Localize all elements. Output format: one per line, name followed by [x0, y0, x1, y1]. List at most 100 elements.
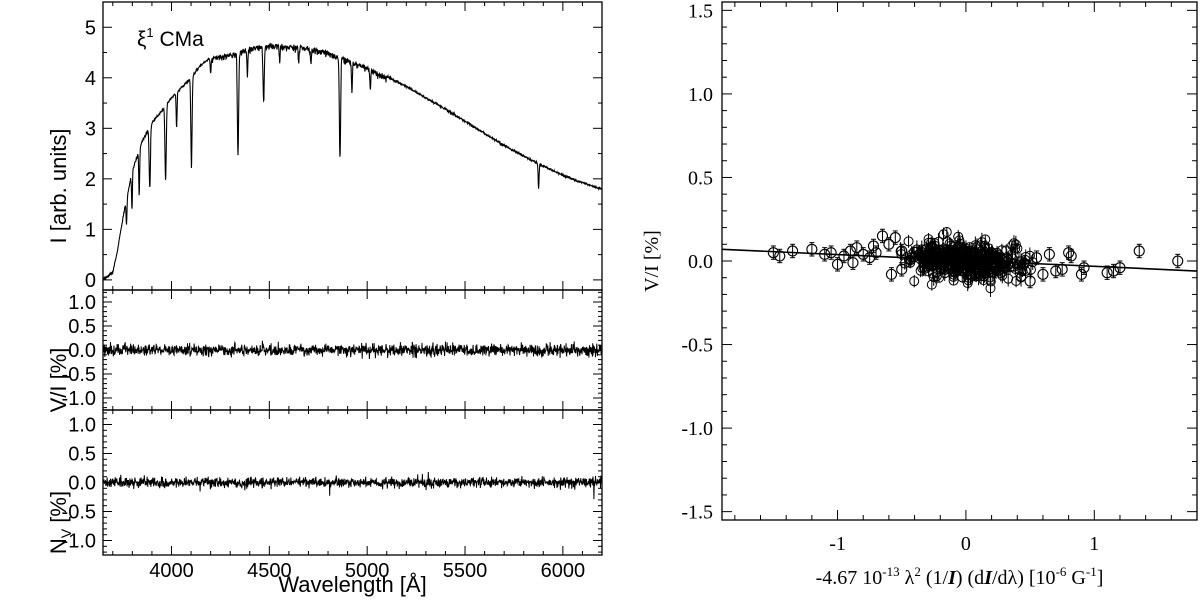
null-ytick-label: 1.0	[68, 415, 96, 437]
data-point	[806, 243, 818, 255]
regression-ytick-label: -0.5	[681, 335, 713, 357]
regression-xtick-label: 1	[1089, 533, 1099, 555]
cluster-point	[951, 262, 962, 273]
cluster-point	[962, 248, 973, 259]
stokes-i-spectrum	[102, 42, 603, 281]
null-panel: -1.0 -0.5 0.0 0.5 1.0 NV [%] 4000 4500 5000 5500 6…	[46, 409, 603, 597]
null-ytick-label: -0.5	[62, 502, 96, 524]
regression-xlabel-part: -1	[1086, 564, 1097, 579]
cluster-point	[950, 246, 961, 257]
data-point	[1063, 247, 1075, 259]
regression-xlabel-part: (1/	[921, 567, 949, 589]
data-point	[774, 250, 786, 262]
wavelength-tick-label: 4000	[149, 560, 194, 582]
data-point	[1133, 245, 1145, 257]
data-point	[825, 247, 837, 259]
data-point	[1172, 255, 1184, 267]
stokes-v-ytick-label: 1.0	[68, 292, 96, 314]
null-ytick-label: 0.0	[68, 473, 96, 495]
regression-ylabel: V/I [%]	[641, 230, 663, 292]
data-point	[1043, 248, 1055, 260]
cluster-point	[1012, 259, 1023, 270]
data-point	[1108, 265, 1120, 277]
data-point	[1037, 268, 1049, 280]
data-point	[1050, 265, 1062, 277]
data-point	[1024, 275, 1036, 287]
regression-ytick-label: 0.5	[688, 167, 713, 189]
regression-xlabel-part: /dλ) [10	[992, 567, 1056, 589]
wavelength-xlabel: Wavelength [Å]	[278, 572, 426, 597]
cluster-point	[911, 244, 922, 255]
cluster-point	[926, 242, 937, 253]
data-point	[885, 268, 898, 280]
null-ytick-label: 0.5	[68, 444, 96, 466]
stokes-v-ytick-label: 0.5	[68, 316, 96, 338]
regression-xlabel-part: 2	[914, 564, 921, 579]
cluster-point	[920, 263, 931, 274]
stokes-v-ytick-label: 0.0	[68, 340, 96, 362]
cluster-point	[906, 249, 917, 260]
cluster-point	[985, 275, 996, 286]
regression-xlabel-part: I	[983, 567, 993, 589]
null-ytick-label: -1.0	[62, 531, 96, 553]
stokes-i-ytick-label: 2	[85, 169, 96, 191]
wavelength-tick-label: 6000	[541, 560, 586, 582]
data-point	[889, 232, 901, 244]
data-point	[847, 257, 859, 269]
cluster-point	[938, 229, 949, 240]
data-point	[1065, 250, 1077, 262]
cluster-point	[942, 248, 953, 259]
cluster-point	[909, 276, 920, 287]
cluster-point	[971, 241, 982, 252]
data-point	[870, 247, 882, 259]
regression-xlabel-part: -13	[882, 564, 899, 579]
cluster-point	[1010, 239, 1021, 250]
regression-xtick-label: 0	[961, 533, 971, 555]
stokes-i-ytick-label: 0	[85, 270, 96, 292]
regression-xlabel-part: -6	[1056, 564, 1067, 579]
regression-xlabel-part: G	[1066, 567, 1085, 589]
cluster-point	[993, 265, 1004, 276]
stokes-v-trace	[102, 340, 603, 360]
regression-xlabel: -4.67 10-13 λ2 (1/I) (dI/dλ) [10-6 G-1]	[816, 564, 1104, 589]
cluster-point	[931, 271, 942, 282]
regression-ytick-label: 0.0	[688, 251, 713, 273]
star-label-name: CMa	[154, 28, 204, 51]
cluster-point	[954, 235, 965, 246]
regression-ytick-label: 1.0	[688, 84, 713, 106]
regression-ytick-label: 1.5	[688, 0, 713, 22]
stokes-v-ylabel: V/I [%]	[46, 348, 71, 413]
null-ylabel: NV [%]	[46, 491, 74, 554]
wavelength-tick-label: 5500	[443, 560, 488, 582]
wavelength-tick-label: 5000	[345, 560, 390, 582]
cluster-point	[944, 249, 955, 260]
null-trace	[102, 471, 603, 500]
cluster-point	[904, 254, 915, 265]
cluster-point	[1016, 271, 1027, 282]
data-point	[876, 230, 889, 242]
cluster-point	[1012, 243, 1023, 254]
cluster-point	[928, 260, 939, 271]
cluster-point	[903, 236, 914, 247]
stokes-v-panel: -1.0-0.50.00.51.0 V/I [%]	[46, 289, 603, 413]
cluster-point	[934, 272, 945, 283]
star-label-symbol: ξ	[137, 28, 146, 51]
data-point	[896, 245, 908, 257]
cluster-point	[1019, 259, 1030, 270]
regression-xlabel-part: I	[947, 567, 957, 589]
data-point	[857, 248, 869, 260]
fit-line	[721, 248, 1198, 272]
cluster-point	[997, 270, 1008, 281]
cluster-point	[982, 263, 993, 274]
star-label: ξ1 CMa	[137, 25, 204, 51]
star-label-superscript: 1	[146, 25, 153, 40]
stokes-v-ytick-label: -1.0	[62, 388, 96, 410]
data-point	[896, 263, 908, 275]
stokes-i-ytick-label: 1	[85, 219, 96, 241]
stokes-i-ytick-label: 5	[85, 17, 96, 39]
cluster-point	[996, 245, 1007, 256]
regression-xtick-label: -1	[829, 533, 846, 555]
data-point	[787, 245, 799, 257]
